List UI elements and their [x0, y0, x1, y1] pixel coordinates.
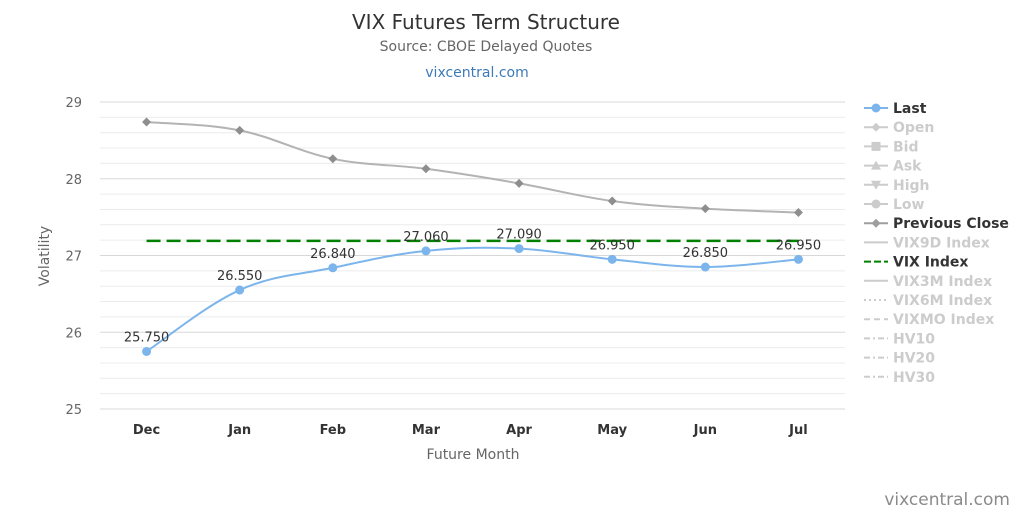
previous-close-point	[607, 196, 617, 206]
legend-item[interactable]: Previous Close	[864, 216, 1009, 232]
x-tick-label: Feb	[320, 423, 346, 438]
data-label: 25.750	[124, 330, 170, 345]
grid	[100, 101, 845, 410]
x-axis: Dec Jan Feb Mar Apr May Jun Jul	[133, 423, 808, 438]
x-tick-label: Mar	[412, 423, 441, 438]
chart-title: VIX Futures Term Structure	[352, 10, 620, 34]
legend-item[interactable]: Ask	[864, 159, 922, 175]
last-point	[235, 285, 245, 295]
legend-label: Open	[893, 120, 934, 136]
legend-triangle-icon	[871, 160, 881, 170]
legend-label: HV20	[893, 351, 935, 367]
series-line-previous-close	[146, 120, 799, 214]
chart-subtitle: Source: CBOE Delayed Quotes	[380, 39, 593, 55]
last-point	[142, 346, 152, 356]
last-point	[328, 263, 338, 273]
legend-label: Last	[893, 101, 927, 117]
legend-label: Low	[893, 197, 925, 213]
legend-label: VIX3M Index	[893, 274, 992, 290]
x-tick-label: Jan	[227, 423, 251, 438]
legend-item[interactable]: VIXMO Index	[864, 312, 994, 328]
last-point	[793, 254, 803, 264]
legend-item[interactable]: VIX9D Index	[864, 235, 990, 251]
legend-item[interactable]: Open	[864, 120, 934, 136]
legend-circle-icon	[871, 103, 881, 113]
legend: Last Open Bid Ask High Low Previous Close VIX9D…	[864, 101, 1009, 386]
legend-item[interactable]: HV30	[864, 370, 935, 386]
legend-label: Previous Close	[893, 216, 1009, 232]
y-tick-label: 26	[65, 326, 82, 341]
data-label: 26.550	[217, 269, 263, 284]
legend-item[interactable]: Low	[864, 197, 925, 213]
legend-item[interactable]: HV10	[864, 331, 935, 347]
legend-item[interactable]: HV20	[864, 351, 935, 367]
data-label: 26.950	[589, 238, 635, 253]
legend-label: VIXMO Index	[893, 312, 994, 328]
previous-close-point	[235, 125, 245, 135]
data-label: 26.840	[310, 247, 356, 262]
series-line-last	[146, 246, 799, 353]
last-point	[421, 246, 431, 256]
previous-close-point	[421, 164, 431, 174]
legend-label: VIX Index	[893, 255, 968, 271]
plot-area: 25.750 26.550 26.840 27.060 27.090 26.950 26.8…	[124, 117, 822, 356]
legend-label: VIX6M Index	[893, 293, 992, 309]
y-tick-label: 29	[65, 96, 82, 111]
legend-diamond-icon	[871, 218, 881, 228]
legend-item[interactable]: High	[864, 178, 930, 194]
legend-square-icon	[871, 141, 881, 151]
previous-close-point	[142, 117, 152, 127]
x-axis-title: Future Month	[427, 447, 520, 463]
legend-label: Bid	[893, 139, 919, 155]
y-tick-label: 25	[65, 403, 82, 418]
legend-triangle-down-icon	[871, 180, 881, 190]
data-label: 26.850	[683, 246, 729, 261]
previous-close-point	[328, 154, 338, 164]
legend-diamond-icon	[871, 122, 881, 132]
legend-label: High	[893, 178, 930, 194]
previous-close-point	[700, 204, 710, 214]
legend-label: Ask	[893, 159, 922, 175]
x-tick-label: Jun	[693, 423, 717, 438]
previous-close-point	[793, 208, 803, 218]
x-tick-label: May	[597, 423, 627, 438]
last-point	[607, 254, 617, 264]
previous-close-point	[514, 178, 524, 188]
y-tick-label: 28	[65, 173, 82, 188]
legend-item[interactable]: Bid	[864, 139, 919, 155]
y-axis-title: Volatility	[37, 226, 53, 286]
y-tick-label: 27	[65, 250, 82, 265]
x-tick-label: Apr	[506, 423, 532, 438]
legend-item[interactable]: Last	[864, 101, 927, 117]
legend-label: HV30	[893, 370, 935, 386]
x-tick-label: Dec	[133, 423, 160, 438]
legend-item[interactable]: VIX6M Index	[864, 293, 992, 309]
legend-item[interactable]: VIX Index	[864, 255, 968, 271]
data-label: 27.090	[496, 228, 542, 243]
data-label: 27.060	[403, 230, 449, 245]
legend-item[interactable]: VIX3M Index	[864, 274, 992, 290]
last-point	[514, 244, 524, 254]
legend-label: VIX9D Index	[893, 235, 990, 251]
last-point	[700, 262, 710, 272]
y-axis: 25 26 27 28 29	[65, 96, 82, 418]
x-tick-label: Jul	[788, 423, 808, 438]
legend-circle-icon	[871, 199, 881, 209]
legend-label: HV10	[893, 331, 935, 347]
source-link[interactable]: vixcentral.com	[425, 65, 528, 81]
credit[interactable]: vixcentral.com	[884, 490, 1010, 510]
data-label: 26.950	[776, 238, 822, 253]
